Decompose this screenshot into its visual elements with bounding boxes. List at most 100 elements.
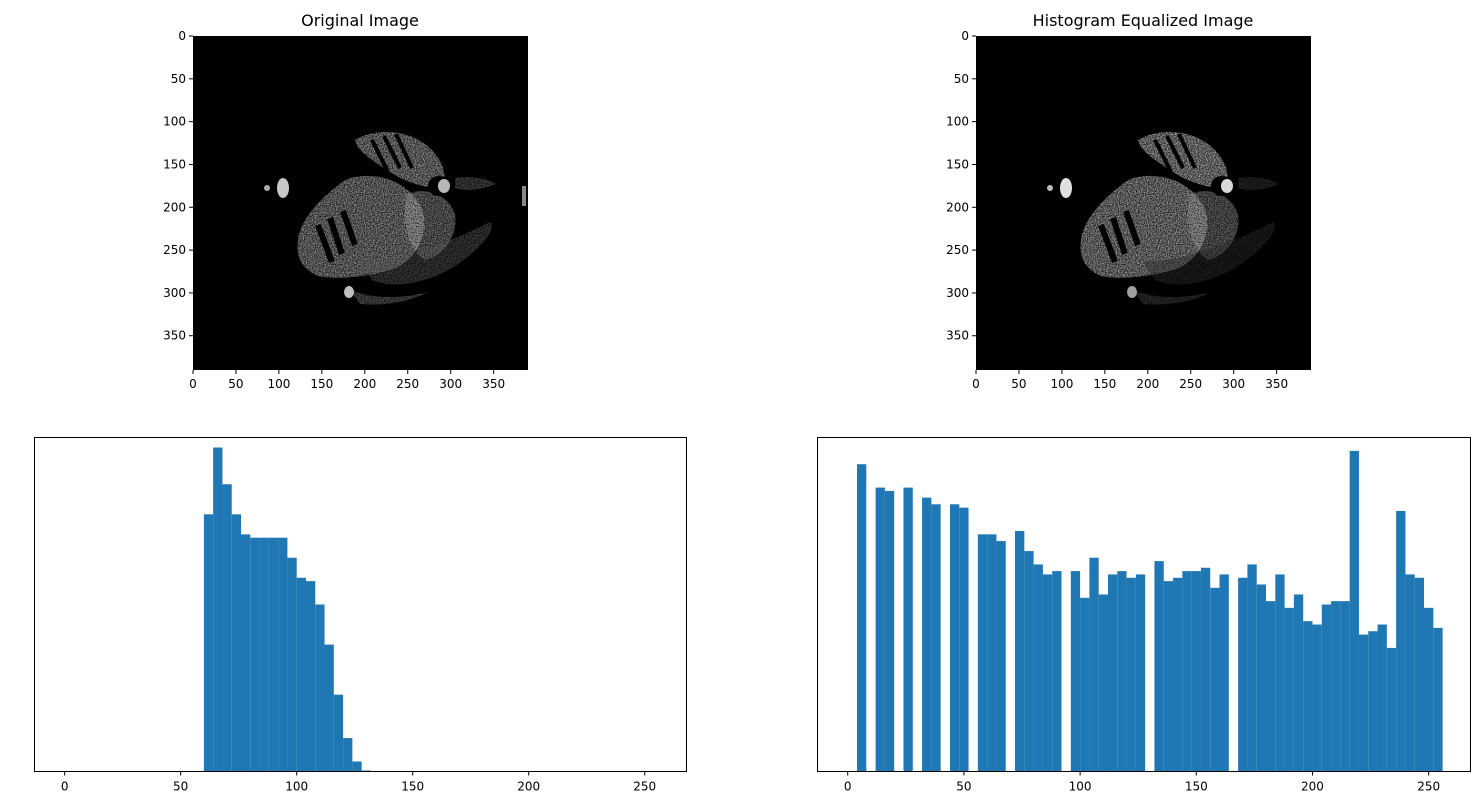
original-histogram-bar (250, 537, 260, 772)
equalized-histogram-bar (1219, 574, 1229, 772)
equalized-histogram-bar (1396, 510, 1406, 772)
original-histogram-bar (278, 537, 288, 772)
equalized-histogram-bar (949, 504, 960, 772)
equalized-histogram-bar (1173, 577, 1183, 772)
original-histogram-bar (268, 537, 279, 772)
equalized-histogram-bar (1266, 601, 1276, 772)
equalized-histogram-bar (1182, 571, 1192, 772)
original-histogram-bar (231, 514, 242, 772)
equalized-histogram-bar (903, 487, 913, 772)
original-histogram-bar (213, 447, 223, 772)
original-image-y-tick-label: 350 (163, 329, 186, 343)
equalized-histogram-bar (1303, 621, 1313, 772)
original-image-axes: 0 50 100 150 200 250 300 350 0 50 100 150 200 250 300 3… (163, 29, 505, 391)
original-image-content (264, 131, 526, 305)
equalized-image-y-tick-label: 150 (946, 157, 969, 171)
equalized-histogram-bar (977, 534, 988, 772)
equalized-histogram-bar (1033, 564, 1043, 772)
equalized-histogram-x-tick-label: 100 (1069, 780, 1092, 794)
equalized-histogram-bar (1070, 571, 1081, 772)
original-histogram-x-tick-label: 0 (61, 780, 69, 794)
equalized-histogram-bar (922, 497, 932, 772)
equalized-image-panel: Histogram Equalized Image 0 50 100 150 200 25… (946, 11, 1311, 391)
original-histogram-bar (203, 514, 214, 772)
original-image-y-tick-label: 250 (163, 243, 186, 257)
equalized-histogram-bar (1340, 601, 1350, 772)
original-histogram-x-tick-label: 50 (173, 780, 188, 794)
original-histogram-axes: 0 50 100 150 200 250 (61, 771, 656, 794)
equalized-image-title: Histogram Equalized Image (1033, 11, 1254, 30)
equalized-histogram-bar (1080, 597, 1090, 772)
equalized-histogram-bar (1098, 594, 1108, 772)
original-image-x-tick-label: 200 (353, 377, 376, 391)
original-histogram-x-tick-label: 250 (633, 780, 656, 794)
original-histogram-frame (34, 437, 687, 772)
original-histogram-x-tick-label: 150 (401, 780, 424, 794)
original-histogram-bar (343, 738, 353, 772)
equalized-histogram-x-tick-label: 50 (956, 780, 971, 794)
original-image-x-tick-label: 300 (439, 377, 462, 391)
equalized-histogram-panel: 0 50 100 150 200 250 (817, 437, 1471, 794)
equalized-image-x-tick-label: 0 (972, 377, 980, 391)
original-image-y-tick-label: 0 (178, 29, 186, 43)
original-histogram-bar (324, 644, 334, 772)
equalized-histogram-bar (1154, 561, 1164, 772)
equalized-histogram-bar (1015, 531, 1025, 772)
original-histogram-bar (361, 770, 371, 772)
equalized-image-x-tick-label: 350 (1265, 377, 1288, 391)
equalized-histogram-x-tick-label: 250 (1417, 780, 1440, 794)
original-histogram-bars (203, 447, 371, 772)
equalized-histogram-bar (1024, 551, 1034, 772)
equalized-histogram-bar (1358, 634, 1369, 772)
equalized-histogram-bar (987, 534, 997, 772)
original-histogram-x-tick-label: 100 (285, 780, 308, 794)
equalized-histogram-bar (1117, 571, 1127, 772)
equalized-image-content (1047, 131, 1279, 305)
equalized-histogram-bar (884, 490, 895, 772)
original-image-panel: Original Image 0 50 100 150 200 250 300 3 (163, 11, 528, 391)
equalized-histogram-bar (1238, 577, 1248, 772)
original-image-x-tick-label: 0 (189, 377, 197, 391)
equalized-image-x-tick-label: 50 (1011, 377, 1026, 391)
equalized-histogram-bar (996, 541, 1006, 772)
original-image-title: Original Image (301, 11, 419, 30)
original-image-x-tick-label: 50 (228, 377, 243, 391)
original-histogram-bar (333, 694, 344, 772)
equalized-image-y-tick-label: 300 (946, 286, 969, 300)
equalized-histogram-axes: 0 50 100 150 200 250 (844, 771, 1440, 794)
equalized-histogram-bar (931, 504, 941, 772)
original-image-y-tick-label: 100 (163, 115, 186, 129)
equalized-histogram-bar (1163, 581, 1174, 772)
original-image-x-tick-label: 100 (267, 377, 290, 391)
equalized-histogram-bar (1089, 557, 1099, 772)
equalized-histogram-bar (1247, 564, 1257, 772)
equalized-histogram-bar (1349, 450, 1359, 772)
equalized-histogram-bar (1424, 607, 1434, 772)
original-image-y-tick-label: 300 (163, 286, 186, 300)
equalized-histogram-bar (875, 487, 885, 772)
equalized-histogram-bar (1368, 631, 1378, 772)
equalized-histogram-bar (1331, 601, 1341, 772)
equalized-histogram-x-tick-label: 200 (1301, 780, 1324, 794)
original-histogram-bar (259, 537, 269, 772)
equalized-image-y-tick-label: 100 (946, 115, 969, 129)
original-histogram-x-tick-label: 200 (517, 780, 540, 794)
original-histogram-bar (241, 534, 251, 772)
original-histogram-bar (287, 557, 297, 772)
original-histogram-bar (352, 761, 362, 772)
equalized-histogram-bar (1321, 604, 1332, 772)
equalized-image-y-tick-label: 350 (946, 329, 969, 343)
equalized-histogram-bar (959, 507, 969, 772)
equalized-histogram-bar (1433, 627, 1443, 772)
original-image-x-tick-label: 150 (310, 377, 333, 391)
equalized-histogram-bar (1386, 647, 1397, 772)
original-image-y-tick-label: 150 (163, 157, 186, 171)
equalized-histogram-bars (857, 450, 1443, 772)
equalized-histogram-bar (1200, 567, 1211, 772)
equalized-histogram-bar (857, 464, 867, 772)
equalized-histogram-bar (1275, 574, 1285, 772)
equalized-histogram-bar (1414, 577, 1425, 772)
original-image-y-tick-label: 50 (171, 72, 186, 86)
equalized-histogram-bar (1284, 607, 1294, 772)
